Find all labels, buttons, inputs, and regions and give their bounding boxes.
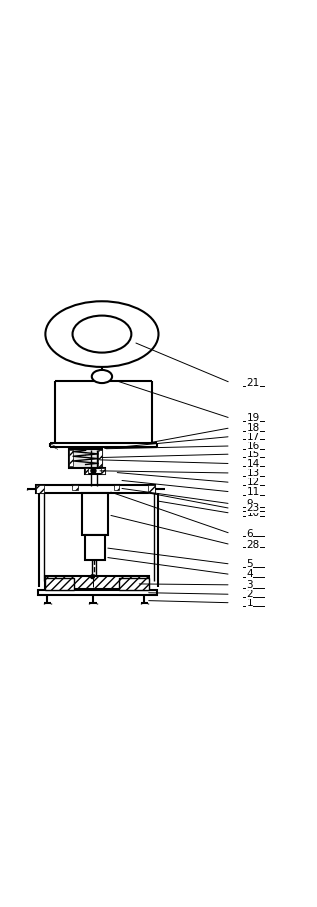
Bar	[45, 578, 74, 590]
Text: 9: 9	[247, 499, 253, 509]
Text: 17: 17	[247, 432, 260, 442]
Bar	[72, 485, 78, 490]
Bar	[45, 576, 149, 589]
Bar	[85, 468, 105, 474]
Bar	[69, 451, 73, 466]
Bar	[36, 485, 155, 493]
Text: 15: 15	[247, 449, 260, 459]
Bar	[113, 485, 119, 490]
Text: 16: 16	[247, 441, 260, 451]
Text: 19: 19	[247, 414, 260, 424]
Bar	[36, 485, 44, 493]
Bar	[37, 590, 157, 595]
Text: 2: 2	[247, 590, 253, 600]
Text: 1: 1	[247, 598, 253, 608]
Text: 13: 13	[247, 468, 260, 478]
Ellipse shape	[73, 316, 131, 353]
Bar	[85, 535, 105, 561]
Text: 4: 4	[247, 570, 253, 580]
Text: 28: 28	[247, 540, 260, 550]
Bar	[119, 578, 149, 590]
Text: 12: 12	[247, 477, 260, 487]
Bar	[147, 485, 155, 493]
Ellipse shape	[45, 301, 158, 367]
Text: 21: 21	[247, 378, 260, 388]
Text: 10: 10	[247, 508, 260, 518]
Text: 3: 3	[247, 580, 253, 590]
Text: 6: 6	[247, 529, 253, 539]
Bar	[69, 449, 102, 468]
Circle shape	[91, 575, 94, 579]
Ellipse shape	[92, 370, 112, 383]
Bar	[85, 468, 88, 474]
Text: 11: 11	[247, 487, 260, 497]
Bar	[72, 485, 119, 490]
Circle shape	[91, 468, 96, 473]
Bar	[81, 493, 108, 535]
Text: 18: 18	[247, 423, 260, 433]
Text: 23: 23	[247, 503, 260, 513]
Bar	[98, 451, 102, 466]
Text: 14: 14	[247, 459, 260, 469]
Bar	[101, 468, 105, 474]
Text: 5: 5	[247, 559, 253, 569]
